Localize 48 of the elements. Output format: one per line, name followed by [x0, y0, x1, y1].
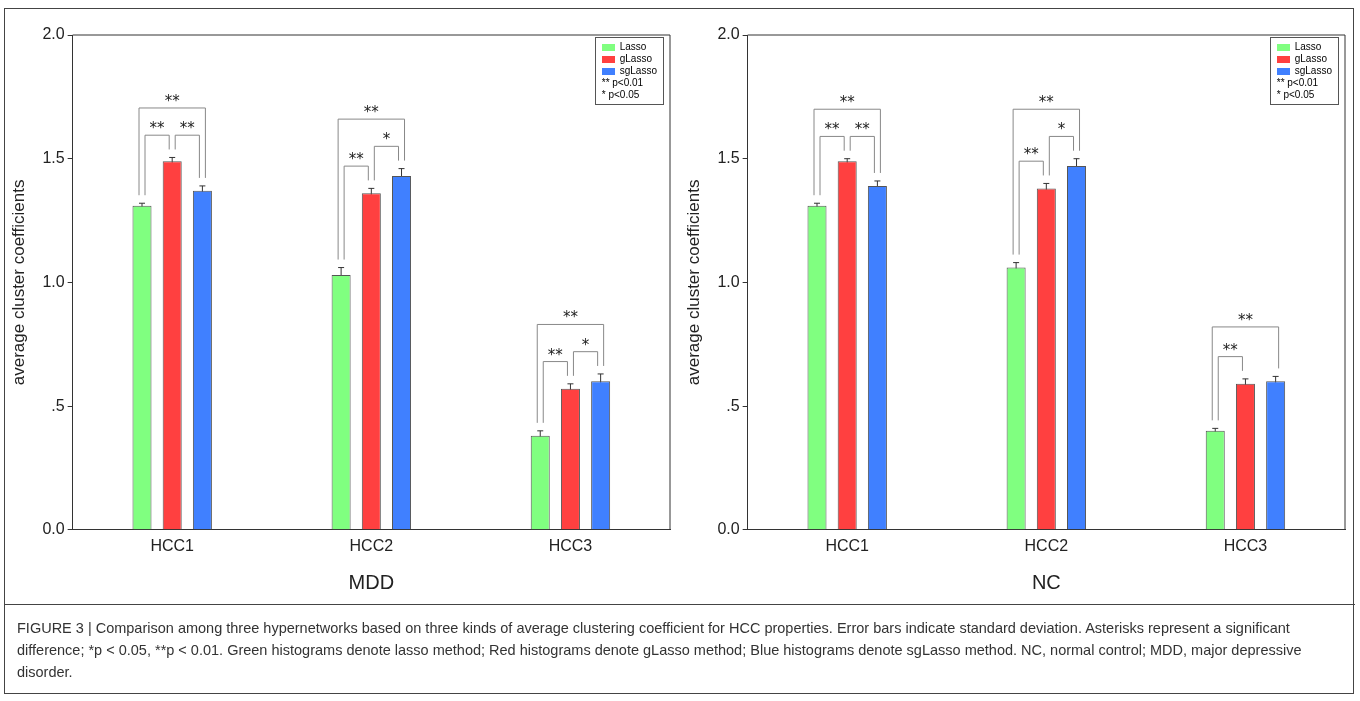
- y-tick-label: 2.0: [717, 25, 740, 43]
- y-tick-label: .5: [51, 396, 65, 414]
- legend-label: sgLasso: [1294, 65, 1332, 76]
- annotation: *: [1057, 120, 1066, 139]
- annotation: * p<0.05: [1276, 89, 1316, 101]
- y-tick-label: 1.0: [717, 272, 740, 290]
- y-tick-label: .5: [726, 396, 740, 414]
- annotation: **: [1222, 340, 1238, 359]
- y-tick-label: 0.0: [42, 520, 65, 538]
- annotation: *: [581, 335, 590, 354]
- annotation: **: [839, 93, 855, 112]
- annotation: ** p<0.01: [601, 77, 645, 89]
- y-tick-label: 0.0: [717, 520, 740, 538]
- annotation: **: [1237, 310, 1253, 329]
- annotation: **: [854, 120, 870, 139]
- y-axis-title: average cluster coefficients: [683, 179, 703, 386]
- y-tick-label: 1.5: [717, 149, 740, 167]
- annotation: **: [1038, 93, 1054, 112]
- x-tick-label: HCC2: [1024, 536, 1069, 554]
- x-tick-label: HCC3: [1223, 536, 1268, 554]
- annotation: **: [149, 119, 165, 138]
- annotation: **: [179, 119, 195, 138]
- x-tick-label: HCC3: [548, 536, 593, 554]
- x-tick-label: HCC2: [349, 536, 394, 554]
- x-tick-label: HCC1: [825, 536, 870, 554]
- caption: FIGURE 3 | Comparison among three hypernetworks based on three kinds of average clustering coefficient for HCC properties. Error bars indicate standard deviation. Asterisks represent a significant difference; *p < 0.05, **p < 0.01. Green histograms denote lasso method; Red histograms denote gLasso method; Blue histograms denote sgLasso method. NC, normal control; MDD, major depressive disorder.: [17, 619, 1303, 682]
- annotation: **: [363, 103, 379, 122]
- annotation: **: [348, 150, 364, 169]
- annotation: **: [562, 308, 578, 327]
- annotation: **: [164, 91, 180, 110]
- annotation: ** p<0.01: [1276, 77, 1320, 89]
- annotation: **: [547, 345, 563, 364]
- legend-label: gLasso: [1294, 53, 1327, 64]
- legend-label: sgLasso: [619, 65, 657, 76]
- y-tick-label: 2.0: [42, 25, 65, 43]
- legend-label: gLasso: [619, 53, 652, 64]
- x-axis-title: MDD: [348, 570, 395, 593]
- legend-label: Lasso: [1294, 41, 1322, 52]
- y-tick-label: 1.0: [42, 272, 65, 290]
- annotation: *: [382, 130, 391, 149]
- y-axis-title: average cluster coefficients: [8, 179, 28, 386]
- annotation: **: [824, 120, 840, 139]
- x-tick-label: HCC1: [150, 536, 195, 554]
- annotation: **: [1023, 145, 1039, 164]
- annotation: * p<0.05: [601, 89, 641, 101]
- y-tick-label: 1.5: [42, 149, 65, 167]
- x-axis-title: NC: [1031, 570, 1061, 593]
- legend-label: Lasso: [619, 41, 647, 52]
